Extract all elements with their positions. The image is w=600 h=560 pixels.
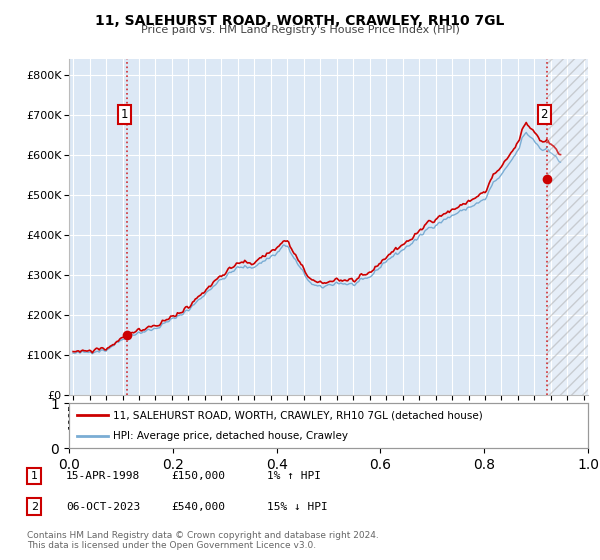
Text: £540,000: £540,000: [171, 502, 225, 512]
Bar: [547, 59, 588, 395]
Text: 2: 2: [31, 502, 38, 512]
Text: 1% ↑ HPI: 1% ↑ HPI: [267, 471, 321, 481]
Text: Price paid vs. HM Land Registry's House Price Index (HPI): Price paid vs. HM Land Registry's House …: [140, 25, 460, 35]
Text: 1: 1: [121, 108, 128, 122]
Text: 11, SALEHURST ROAD, WORTH, CRAWLEY, RH10 7GL (detached house): 11, SALEHURST ROAD, WORTH, CRAWLEY, RH10…: [113, 410, 483, 421]
Text: Contains HM Land Registry data © Crown copyright and database right 2024.: Contains HM Land Registry data © Crown c…: [27, 531, 379, 540]
Text: 2: 2: [541, 108, 548, 122]
Text: HPI: Average price, detached house, Crawley: HPI: Average price, detached house, Craw…: [113, 431, 348, 441]
Bar: [547, 59, 588, 395]
Text: £150,000: £150,000: [171, 471, 225, 481]
Text: 15% ↓ HPI: 15% ↓ HPI: [267, 502, 328, 512]
Text: 15-APR-1998: 15-APR-1998: [66, 471, 140, 481]
Text: 1: 1: [31, 471, 38, 481]
Text: 06-OCT-2023: 06-OCT-2023: [66, 502, 140, 512]
Bar: [547, 59, 588, 395]
Text: This data is licensed under the Open Government Licence v3.0.: This data is licensed under the Open Gov…: [27, 541, 316, 550]
Text: 11, SALEHURST ROAD, WORTH, CRAWLEY, RH10 7GL: 11, SALEHURST ROAD, WORTH, CRAWLEY, RH10…: [95, 14, 505, 28]
